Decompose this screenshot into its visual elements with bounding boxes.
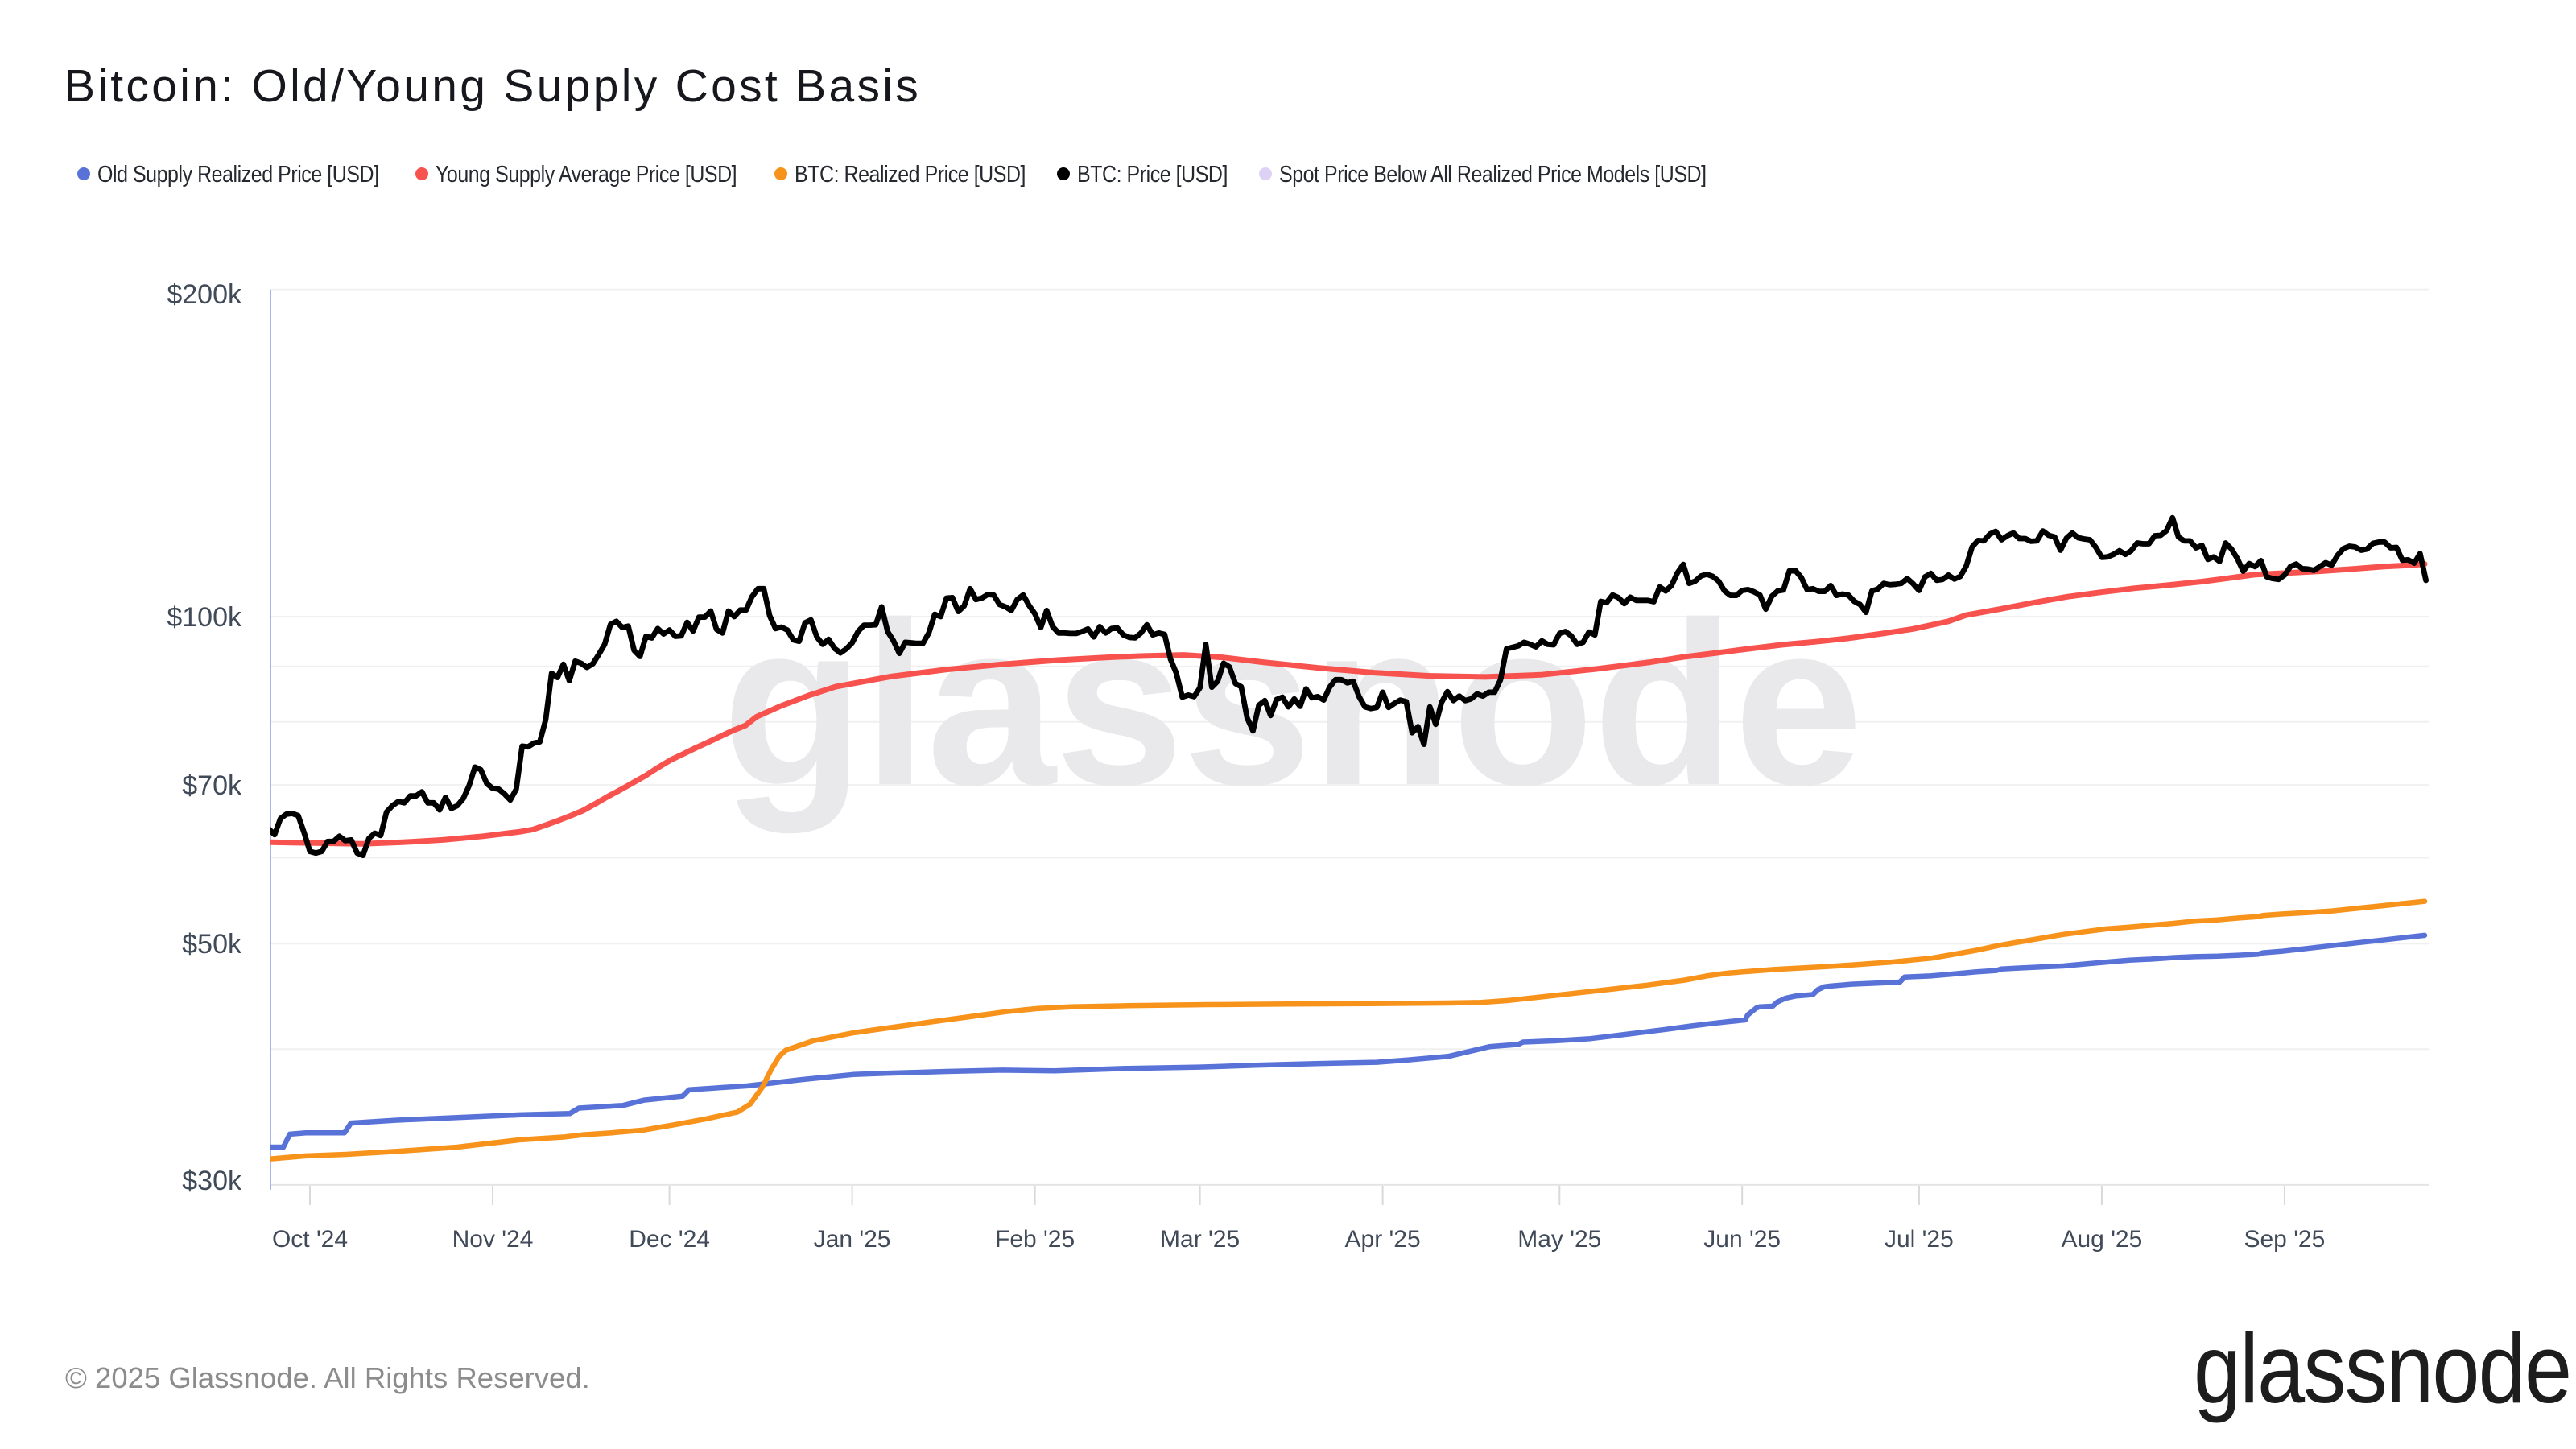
svg-text:Jul '25: Jul '25 [1885, 1226, 1954, 1253]
svg-text:$30k: $30k [182, 1166, 242, 1196]
svg-text:Apr '25: Apr '25 [1345, 1226, 1421, 1253]
svg-text:Sep '25: Sep '25 [2244, 1226, 2325, 1253]
svg-text:$50k: $50k [182, 929, 242, 960]
svg-text:$100k: $100k [167, 602, 242, 633]
svg-text:Jan '25: Jan '25 [814, 1226, 891, 1253]
svg-text:Nov '24: Nov '24 [452, 1226, 534, 1253]
svg-text:Aug '25: Aug '25 [2061, 1226, 2142, 1253]
svg-text:Dec '24: Dec '24 [629, 1226, 710, 1253]
svg-text:Mar '25: Mar '25 [1160, 1226, 1240, 1253]
svg-text:May '25: May '25 [1517, 1226, 1601, 1253]
svg-text:Feb '25: Feb '25 [995, 1226, 1075, 1253]
svg-text:$70k: $70k [182, 770, 242, 801]
svg-text:Oct '24: Oct '24 [272, 1226, 348, 1253]
svg-text:Jun '25: Jun '25 [1703, 1226, 1781, 1253]
svg-text:$200k: $200k [167, 279, 242, 310]
